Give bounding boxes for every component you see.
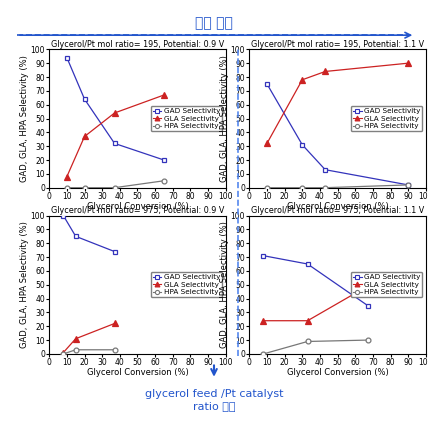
Y-axis label: GAD, GLA, HPA Selectivity (%): GAD, GLA, HPA Selectivity (%) — [220, 221, 229, 348]
Text: 전압 증가: 전압 증가 — [195, 17, 233, 30]
Title: Glycerol/Pt mol ratio= 195, Potential: 1.1 V: Glycerol/Pt mol ratio= 195, Potential: 1… — [251, 39, 424, 48]
X-axis label: Glycerol Conversion (%): Glycerol Conversion (%) — [86, 369, 188, 378]
Legend: GAD Selectivity, GLA Selectivity, HPA Selectivity: GAD Selectivity, GLA Selectivity, HPA Se… — [151, 272, 222, 297]
Legend: GAD Selectivity, GLA Selectivity, HPA Selectivity: GAD Selectivity, GLA Selectivity, HPA Se… — [151, 106, 222, 131]
Text: glycerol feed /Pt catalyst
ratio 증가: glycerol feed /Pt catalyst ratio 증가 — [145, 389, 283, 411]
X-axis label: Glycerol Conversion (%): Glycerol Conversion (%) — [287, 369, 389, 378]
Title: Glycerol/Pt mol ratio= 975, Potential: 0.9 V: Glycerol/Pt mol ratio= 975, Potential: 0… — [51, 206, 224, 215]
Y-axis label: GAD, GLA, HPA Selectivity (%): GAD, GLA, HPA Selectivity (%) — [220, 55, 229, 182]
Title: Glycerol/Pt mol ratio= 195, Potential: 0.9 V: Glycerol/Pt mol ratio= 195, Potential: 0… — [51, 39, 224, 48]
Title: Glycerol/Pt mol ratio= 975, Potential: 1.1 V: Glycerol/Pt mol ratio= 975, Potential: 1… — [251, 206, 424, 215]
X-axis label: Glycerol Conversion (%): Glycerol Conversion (%) — [287, 202, 389, 211]
X-axis label: Glycerol Conversion (%): Glycerol Conversion (%) — [86, 202, 188, 211]
Legend: GAD Selectivity, GLA Selectivity, HPA Selectivity: GAD Selectivity, GLA Selectivity, HPA Se… — [351, 106, 422, 131]
Y-axis label: GAD, GLA, HPA Selectivity (%): GAD, GLA, HPA Selectivity (%) — [20, 55, 29, 182]
Y-axis label: GAD, GLA, HPA Selectivity (%): GAD, GLA, HPA Selectivity (%) — [20, 221, 29, 348]
Legend: GAD Selectivity, GLA Selectivity, HPA Selectivity: GAD Selectivity, GLA Selectivity, HPA Se… — [351, 272, 422, 297]
